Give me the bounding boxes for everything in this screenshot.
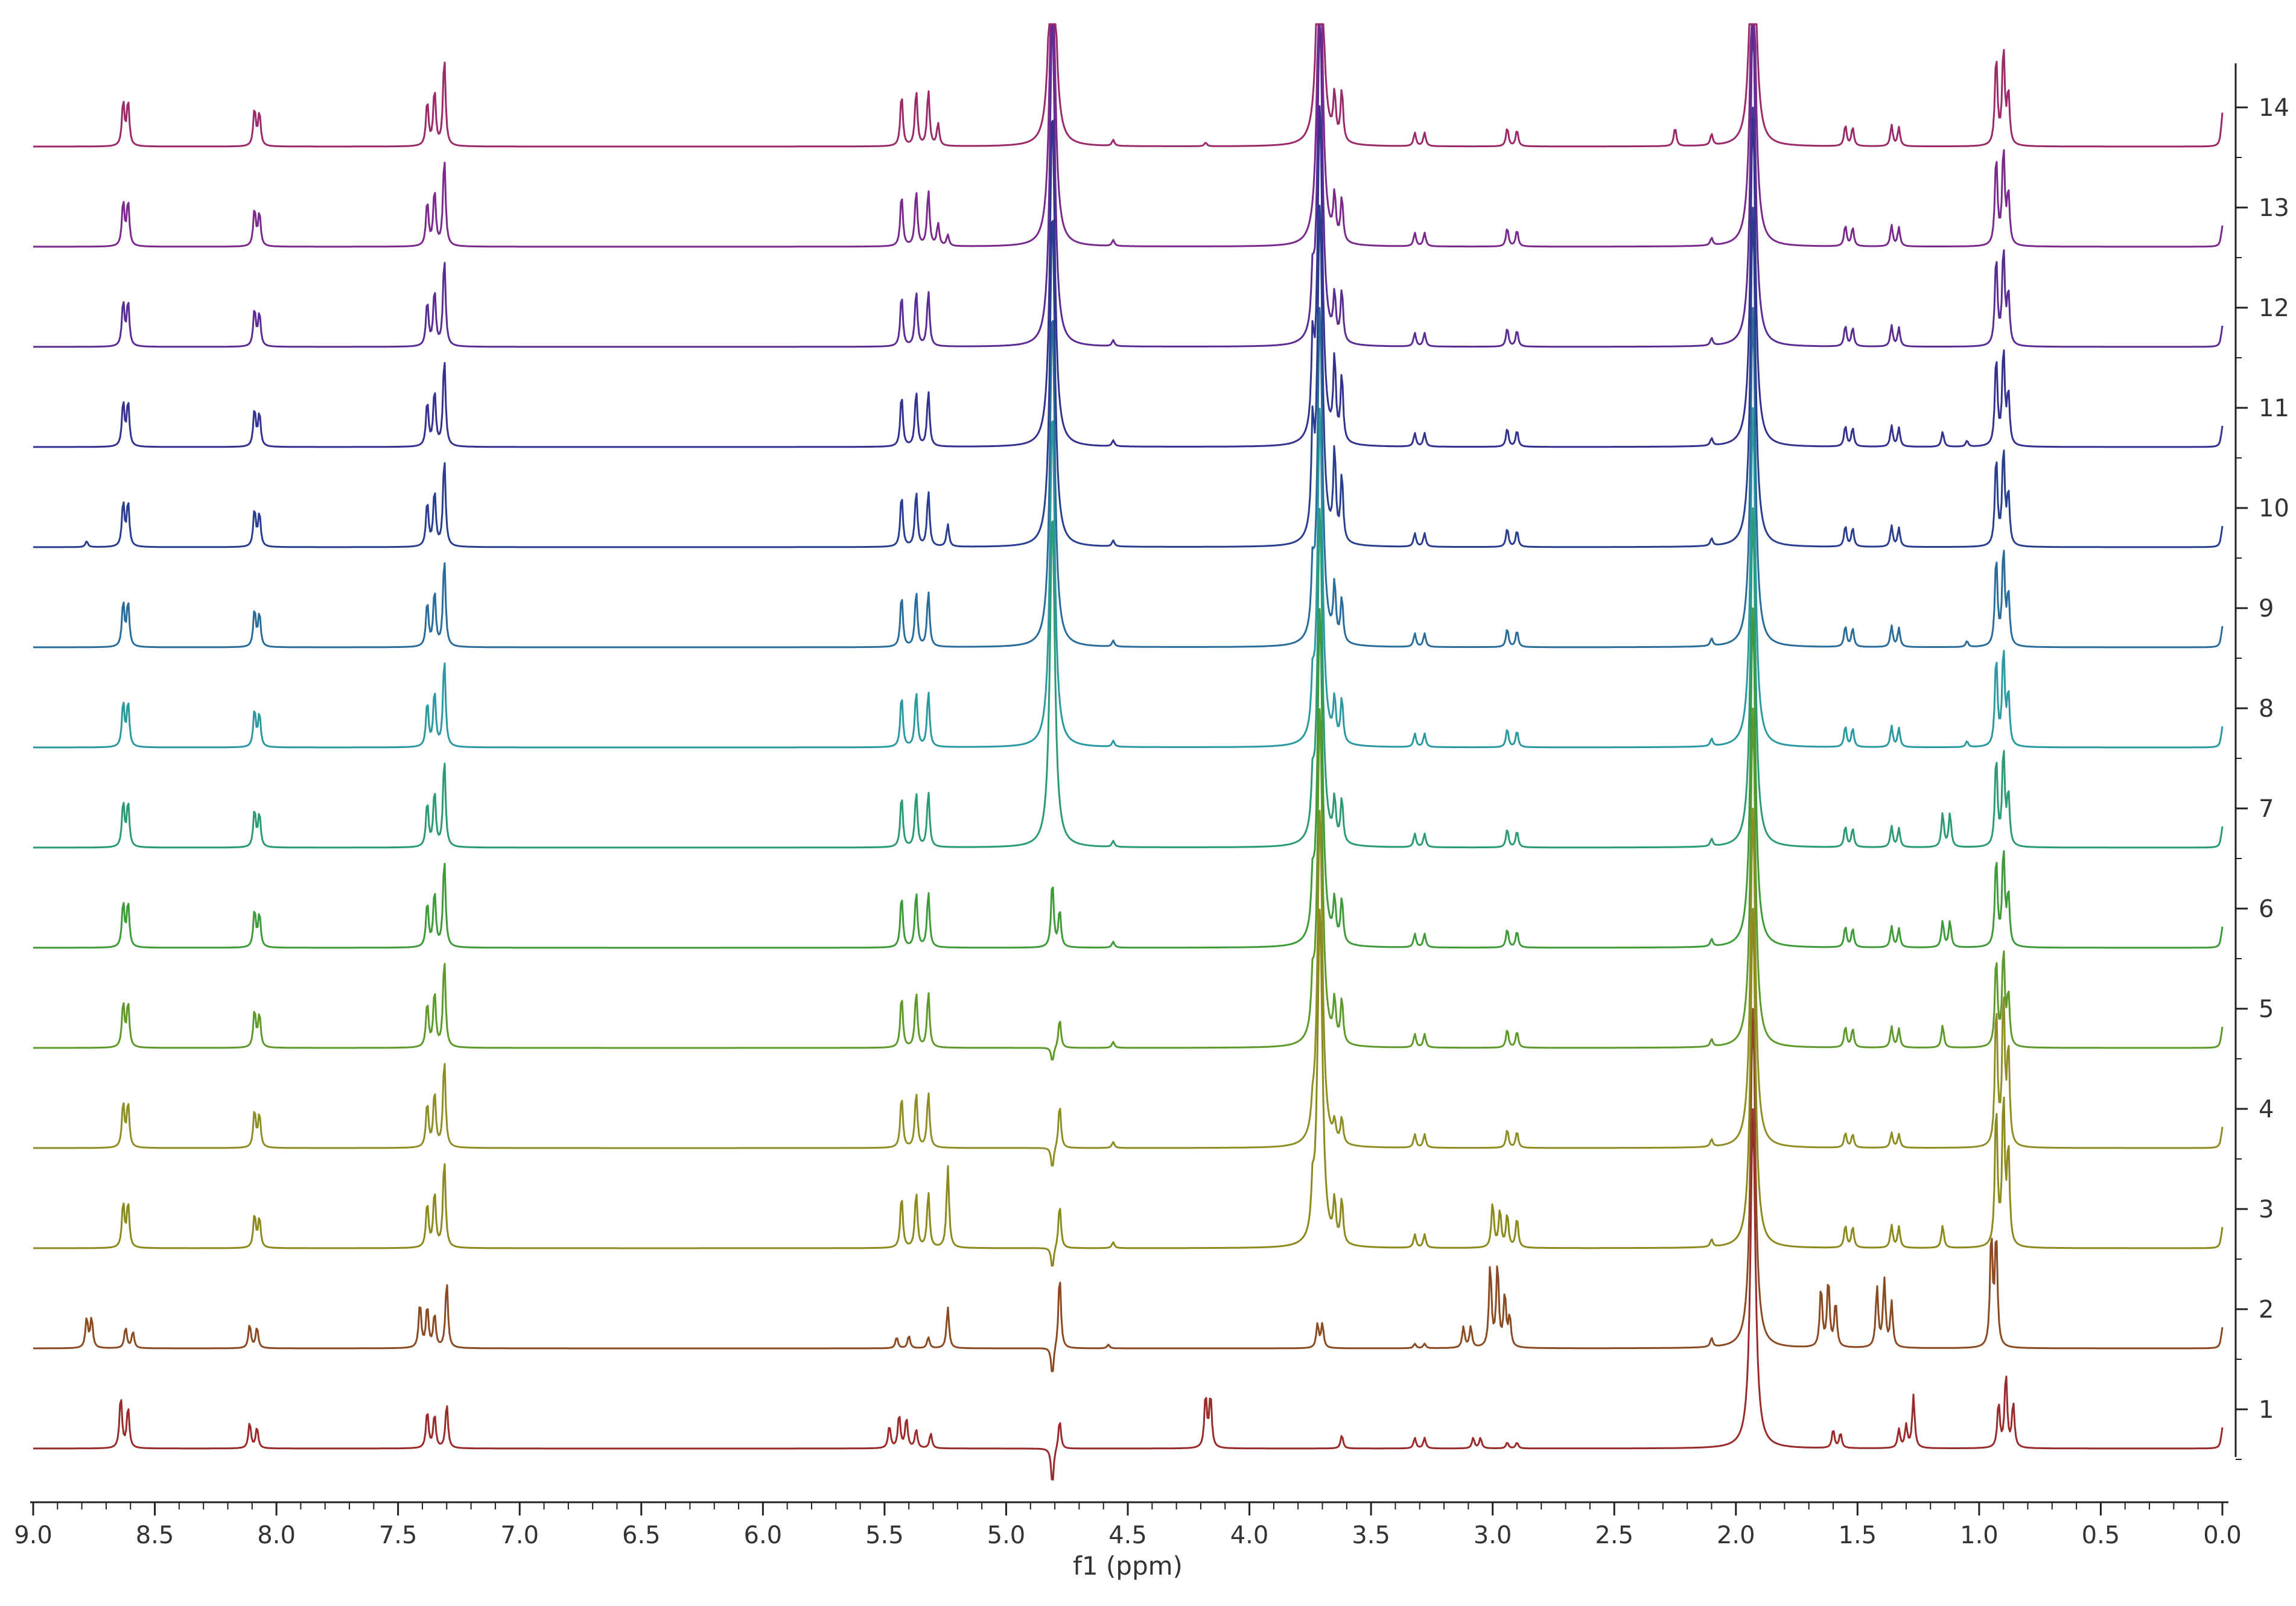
y-tick-label: 5 (2259, 995, 2274, 1023)
spectrum-trace-14 (33, 23, 2224, 148)
y-tick-label: 14 (2259, 94, 2289, 122)
y-tick-label: 11 (2259, 395, 2289, 422)
x-tick-label: 0.0 (2203, 1522, 2242, 1549)
x-tick-label: 1.0 (1960, 1522, 1999, 1549)
x-tick-label: 8.5 (136, 1522, 174, 1549)
x-tick-label: 1.5 (1839, 1522, 1877, 1549)
x-tick-label: 5.5 (865, 1522, 904, 1549)
x-tick-label: 3.5 (1352, 1522, 1390, 1549)
y-tick-label: 8 (2259, 695, 2274, 723)
spectrum-trace-13 (33, 23, 2224, 248)
x-tick-label: 3.0 (1474, 1522, 1512, 1549)
x-tick-label: 7.0 (500, 1522, 539, 1549)
x-tick-label: 0.5 (2082, 1522, 2120, 1549)
x-tick-label: 4.5 (1108, 1522, 1147, 1549)
x-tick-label: 6.5 (622, 1522, 661, 1549)
y-tick-label: 4 (2259, 1096, 2274, 1123)
x-tick-label: 8.0 (257, 1522, 296, 1549)
spectrum-trace-7 (33, 507, 2224, 849)
y-tick-label: 10 (2259, 495, 2289, 522)
x-tick-label: 4.0 (1230, 1522, 1269, 1549)
y-tick-label: 6 (2259, 895, 2274, 923)
y-tick-label: 7 (2259, 795, 2274, 823)
x-tick-label: 2.0 (1717, 1522, 1755, 1549)
spectrum-trace-4 (33, 807, 2224, 1167)
x-tick-label: 6.0 (744, 1522, 783, 1549)
spectra-traces (33, 23, 2224, 1481)
spectrum-trace-10 (33, 205, 2224, 548)
spectrum-trace-1 (33, 1108, 2224, 1481)
x-tick-label: 9.0 (14, 1522, 52, 1549)
x-tick-label: 2.5 (1595, 1522, 1633, 1549)
y-tick-label: 3 (2259, 1196, 2274, 1224)
y-tick-label: 1 (2259, 1396, 2274, 1424)
x-tick-label: 7.5 (379, 1522, 418, 1549)
spectrum-trace-6 (33, 607, 2224, 949)
spectrum-trace-11 (33, 105, 2224, 448)
y-tick-label: 12 (2259, 294, 2289, 322)
spectrum-trace-3 (33, 907, 2224, 1267)
spectrum-trace-9 (33, 306, 2224, 649)
spectrum-trace-12 (33, 23, 2224, 348)
x-axis-title: f1 (ppm) (1073, 1551, 1183, 1581)
spectrum-trace-5 (33, 707, 2224, 1061)
x-tick-label: 5.0 (987, 1522, 1026, 1549)
y-tick-label: 13 (2259, 194, 2289, 222)
spectrum-trace-2 (33, 1008, 2224, 1373)
spectrum-trace-8 (33, 407, 2224, 749)
y-tick-label: 2 (2259, 1296, 2274, 1324)
x-axis: 9.0 8.5 8.0 7.5 7.0 6.5 6.0 5.5 5.0 4.5 4.0 3.5 3.0 2… (14, 1501, 2242, 1549)
y-tick-label: 9 (2259, 595, 2274, 623)
